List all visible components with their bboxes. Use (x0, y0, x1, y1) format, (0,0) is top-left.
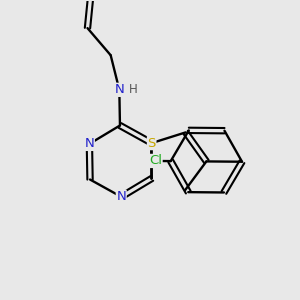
Text: H: H (129, 83, 138, 96)
Text: N: N (114, 83, 124, 96)
Text: S: S (148, 136, 156, 150)
Text: N: N (116, 190, 126, 203)
Text: N: N (85, 137, 94, 150)
Text: Cl: Cl (149, 154, 162, 167)
